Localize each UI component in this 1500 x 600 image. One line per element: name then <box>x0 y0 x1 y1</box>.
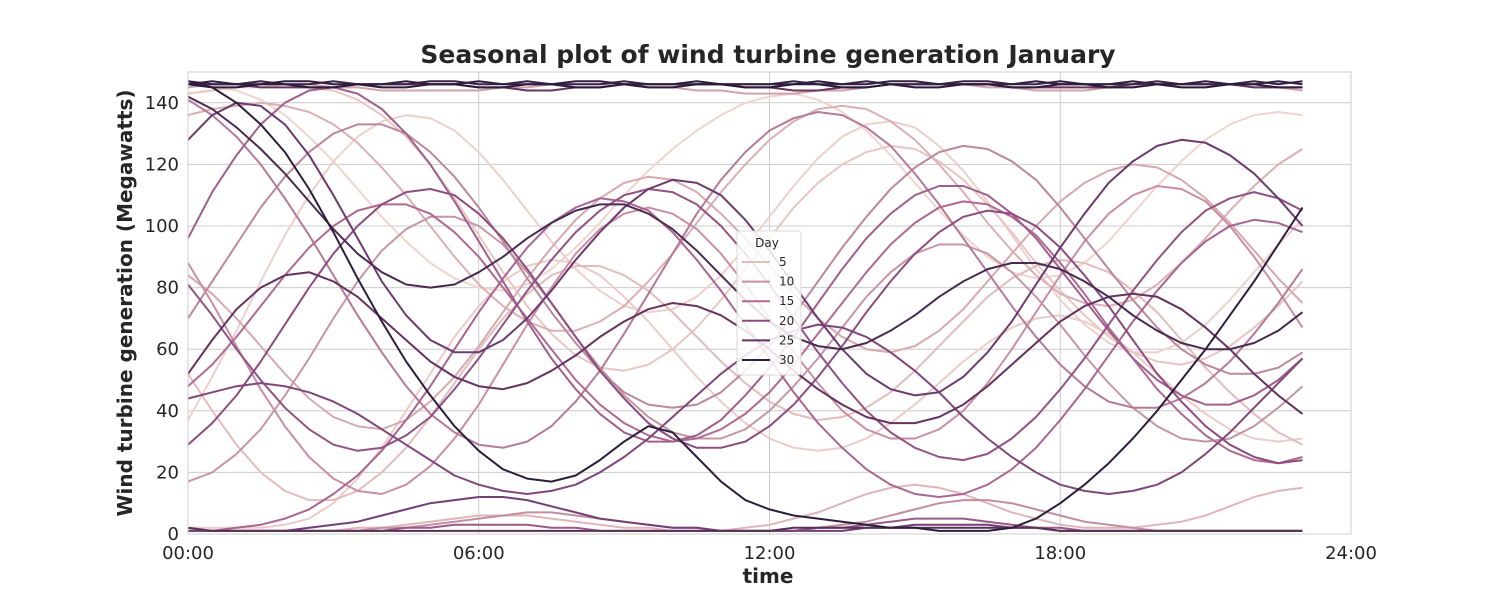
series-line-day-14 <box>187 98 1304 449</box>
y-tick-label: 40 <box>156 401 179 422</box>
legend-label: 15 <box>779 294 794 308</box>
x-tick-label: 00:00 <box>162 543 214 564</box>
legend-label: 25 <box>779 333 794 347</box>
plot-border <box>187 71 1352 535</box>
series-line-day-31 <box>187 83 1303 89</box>
x-tick-label: 06:00 <box>453 543 505 564</box>
y-axis-ticks: 0 20 40 60 80 100 120 140 <box>145 93 179 545</box>
legend-label: 5 <box>779 255 787 269</box>
chart-title: Seasonal plot of wind turbine generation… <box>420 40 1115 69</box>
series-line-day-11 <box>187 215 1304 483</box>
x-axis-label: time <box>743 564 794 588</box>
y-tick-label: 140 <box>145 93 179 114</box>
series-line-day-6 <box>188 483 1303 532</box>
x-tick-label: 18:00 <box>1034 543 1086 564</box>
y-tick-label: 100 <box>145 216 179 237</box>
plot-frame <box>187 71 1352 535</box>
y-tick-label: 60 <box>156 339 179 360</box>
y-tick-label: 20 <box>156 462 179 483</box>
series-line-day-20 <box>187 188 1303 465</box>
series-line-day-26 <box>187 526 1303 532</box>
legend-label: 30 <box>779 353 794 367</box>
series-line-day-30 <box>187 80 1304 532</box>
series-line-day-1 <box>187 83 1303 292</box>
y-tick-label: 80 <box>156 278 179 299</box>
y-axis-label: Wind turbine generation (Megawatts) <box>113 90 137 517</box>
x-tick-label: 12:00 <box>744 543 796 564</box>
series-line-day-15 <box>187 200 1303 465</box>
y-tick-label: 120 <box>145 154 179 175</box>
series-line-day-17 <box>187 86 1304 443</box>
y-tick-label: 0 <box>168 524 179 545</box>
x-tick-label: 24:00 <box>1325 543 1377 564</box>
legend-label: 20 <box>779 314 794 328</box>
legend-box <box>736 230 802 376</box>
x-axis-ticks: 00:00 06:00 12:00 18:00 24:00 <box>162 543 1377 564</box>
legend-title: Day <box>755 236 779 250</box>
series-line-day-29 <box>187 80 1303 86</box>
legend-label: 10 <box>779 275 794 289</box>
